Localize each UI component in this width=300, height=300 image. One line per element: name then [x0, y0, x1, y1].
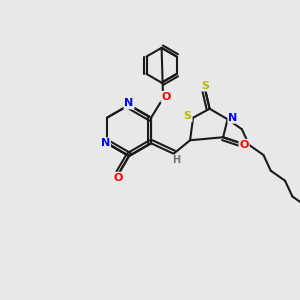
Text: O: O	[239, 140, 249, 150]
Text: O: O	[161, 92, 171, 102]
Text: S: S	[184, 111, 192, 121]
Text: N: N	[101, 138, 110, 148]
Text: H: H	[172, 155, 180, 165]
Text: S: S	[201, 81, 209, 91]
Text: O: O	[114, 172, 123, 183]
Text: N: N	[124, 98, 134, 109]
Text: N: N	[228, 113, 238, 123]
